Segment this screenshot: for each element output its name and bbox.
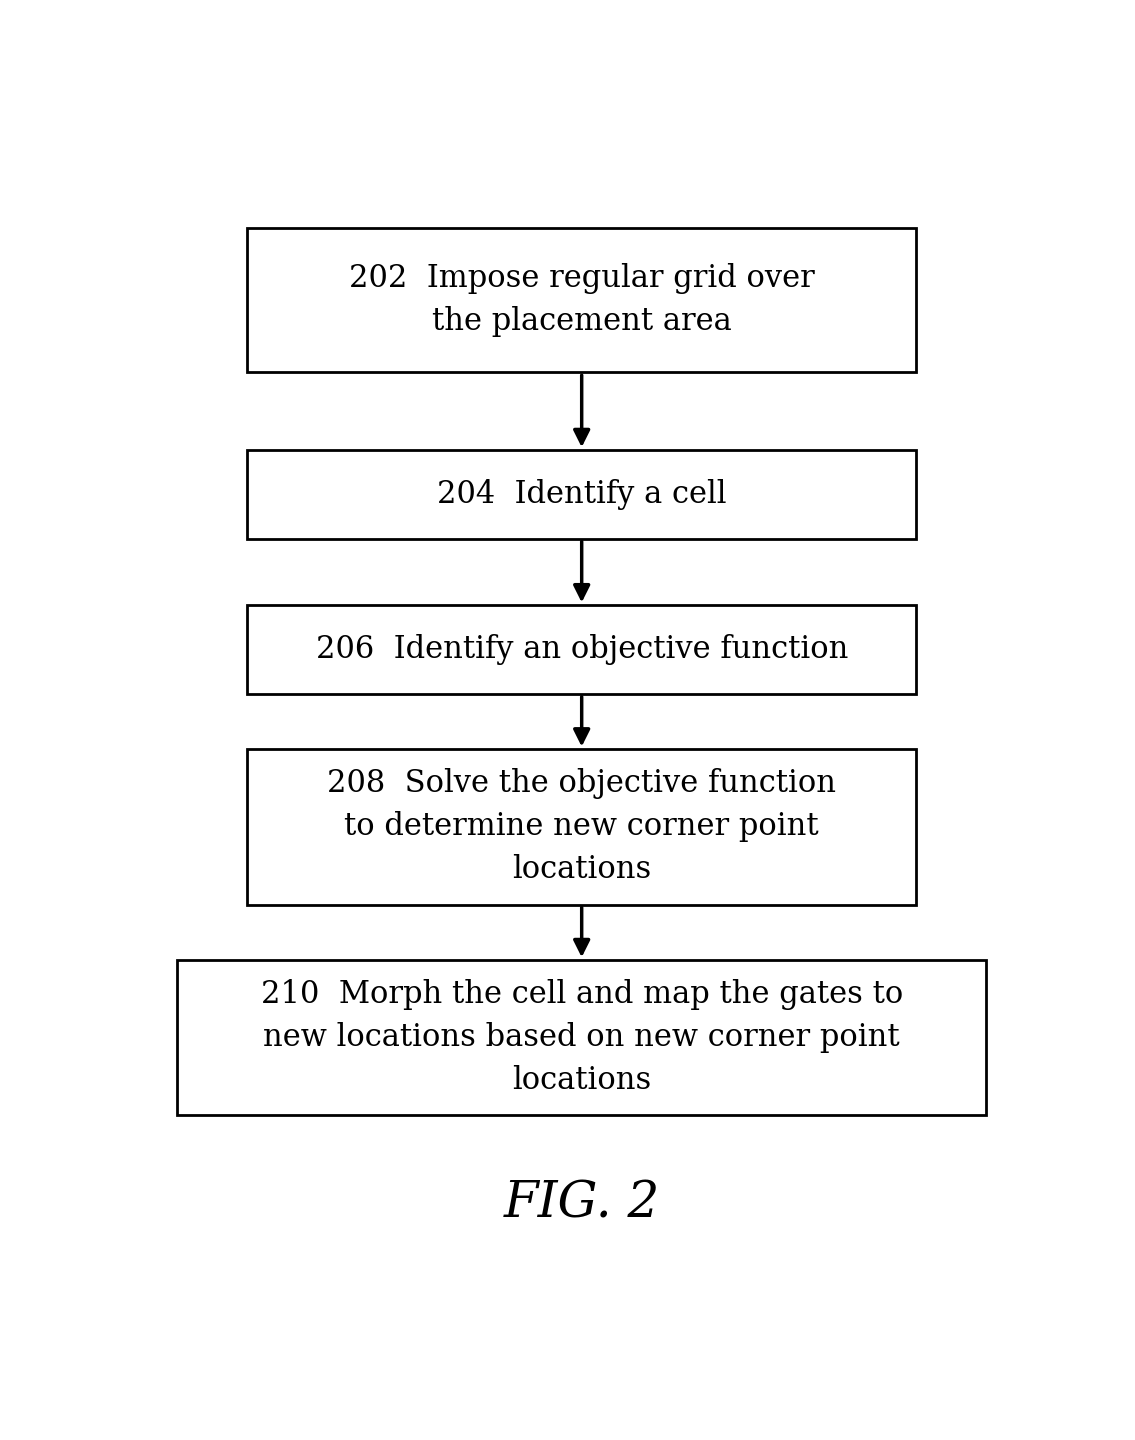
Text: FIG. 2: FIG. 2	[504, 1179, 659, 1228]
Text: 210  Morph the cell and map the gates to
new locations based on new corner point: 210 Morph the cell and map the gates to …	[261, 979, 902, 1096]
Text: 208  Solve the objective function
to determine new corner point
locations: 208 Solve the objective function to dete…	[327, 769, 836, 886]
Bar	[247, 605, 916, 694]
Text: 202  Impose regular grid over
the placement area: 202 Impose regular grid over the placeme…	[348, 264, 815, 337]
Bar	[247, 749, 916, 904]
Bar	[247, 449, 916, 539]
Text: 204  Identify a cell: 204 Identify a cell	[437, 480, 726, 510]
Bar	[177, 960, 986, 1115]
Text: 206  Identify an objective function: 206 Identify an objective function	[316, 634, 848, 665]
Bar	[247, 228, 916, 373]
